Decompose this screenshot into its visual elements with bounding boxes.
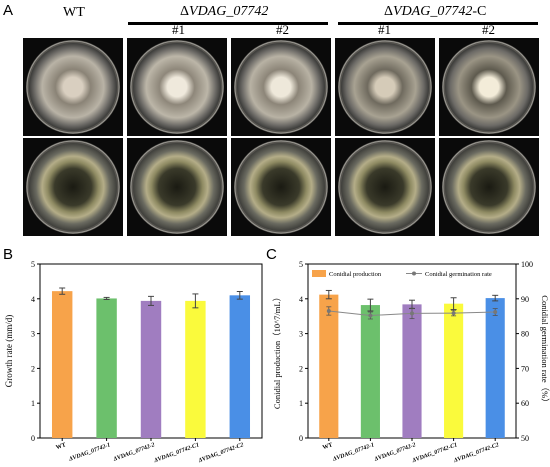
plate-photo [23,38,123,136]
legend-marker-germination [412,271,416,276]
y-tick-label: 2 [31,364,35,373]
bar [96,298,117,438]
plate-photo [23,138,123,236]
sub-label-mutant-2: #2 [276,22,289,37]
y-axis-label: Growth rate (mm/d) [4,315,14,387]
legend-label-production: Conidial production [329,271,382,278]
x-tick-label: WT [322,442,333,451]
y-tick-label: 4 [299,295,303,304]
plate-photo [335,38,435,136]
x-tick-label: ΔVDAG_07742-2 [373,442,417,463]
y-right-tick-label: 80 [521,330,529,339]
y-tick-label: 5 [31,260,35,269]
y-tick-label: 5 [299,260,303,269]
plate-photo [439,38,539,136]
y-right-tick-label: 100 [521,260,533,269]
x-tick-label: ΔVDAG_07742-C2 [452,442,500,464]
legend-swatch-production [312,270,326,277]
x-tick-label: ΔVDAG_07742-2 [112,442,156,463]
germination-point [368,313,373,318]
y-tick-label: 0 [31,434,35,443]
sub-label-complement-2: #2 [482,22,495,37]
germination-point [326,308,331,313]
x-tick-label: ΔVDAG_07742-1 [67,442,111,463]
bar [185,300,206,438]
conidial-chart: 012345WTΔVDAG_07742-1ΔVDAG_07742-2ΔVDAG_… [272,260,550,464]
mutant-group-line [128,22,328,25]
germination-point [493,310,498,315]
y-tick-label: 1 [31,399,35,408]
complement-gene-name: VDAG_07742 [393,4,473,19]
panel-label-b: B [3,246,14,263]
bar [360,305,380,438]
y-tick-label: 4 [31,295,35,304]
x-tick-label: ΔVDAG_07742-C1 [411,442,459,464]
bar [485,298,505,438]
x-tick-label: ΔVDAG_07742-1 [331,442,375,463]
complement-delta: Δ [384,4,394,19]
y-right-tick-label: 90 [521,295,529,304]
germination-point [410,311,414,316]
y-tick-label: 2 [299,364,303,373]
y-right-tick-label: 60 [521,399,529,408]
germination-point [451,311,456,316]
y-right-tick-label: 70 [521,364,529,373]
bar [140,300,162,438]
complement-header: ΔVDAG_07742-C [384,4,486,20]
sub-label-mutant-1: #1 [172,22,185,37]
wt-header: WT [63,5,85,20]
y-tick-label: 3 [299,330,303,339]
mutant-header: ΔVDAG_07742 [180,4,268,20]
panel-label-c: C [266,246,277,263]
bar [319,294,339,438]
x-tick-label: ΔVDAG_07742-C1 [153,442,201,464]
plate-photo [231,138,331,236]
plate-photo [231,38,331,136]
complement-suffix: -C [472,4,487,19]
sub-label-complement-1: #1 [378,22,391,37]
legend-label-germination: Conidial germination rate [425,271,492,278]
bar [51,291,73,438]
x-tick-label: ΔVDAG_07742-C2 [197,442,245,464]
bar [444,303,464,438]
plate-photo [127,38,227,136]
complement-group-line [338,22,538,25]
bar [402,304,422,438]
x-tick-label: WT [55,442,66,451]
mutant-gene-name: VDAG_07742 [189,4,269,19]
y-right-tick-label: 50 [521,434,529,443]
y-tick-label: 3 [31,330,35,339]
y-axis-label-right: Conidial germination rate（%） [540,295,550,406]
y-axis-label-left: Conidial production（10^7/mL） [272,293,282,409]
plate-photo [439,138,539,236]
y-tick-label: 1 [299,399,303,408]
plate-photo [127,138,227,236]
panel-label-a: A [3,2,14,19]
y-tick-label: 0 [299,434,303,443]
mutant-delta: Δ [180,4,190,19]
bar [229,295,251,438]
plate-photo [335,138,435,236]
